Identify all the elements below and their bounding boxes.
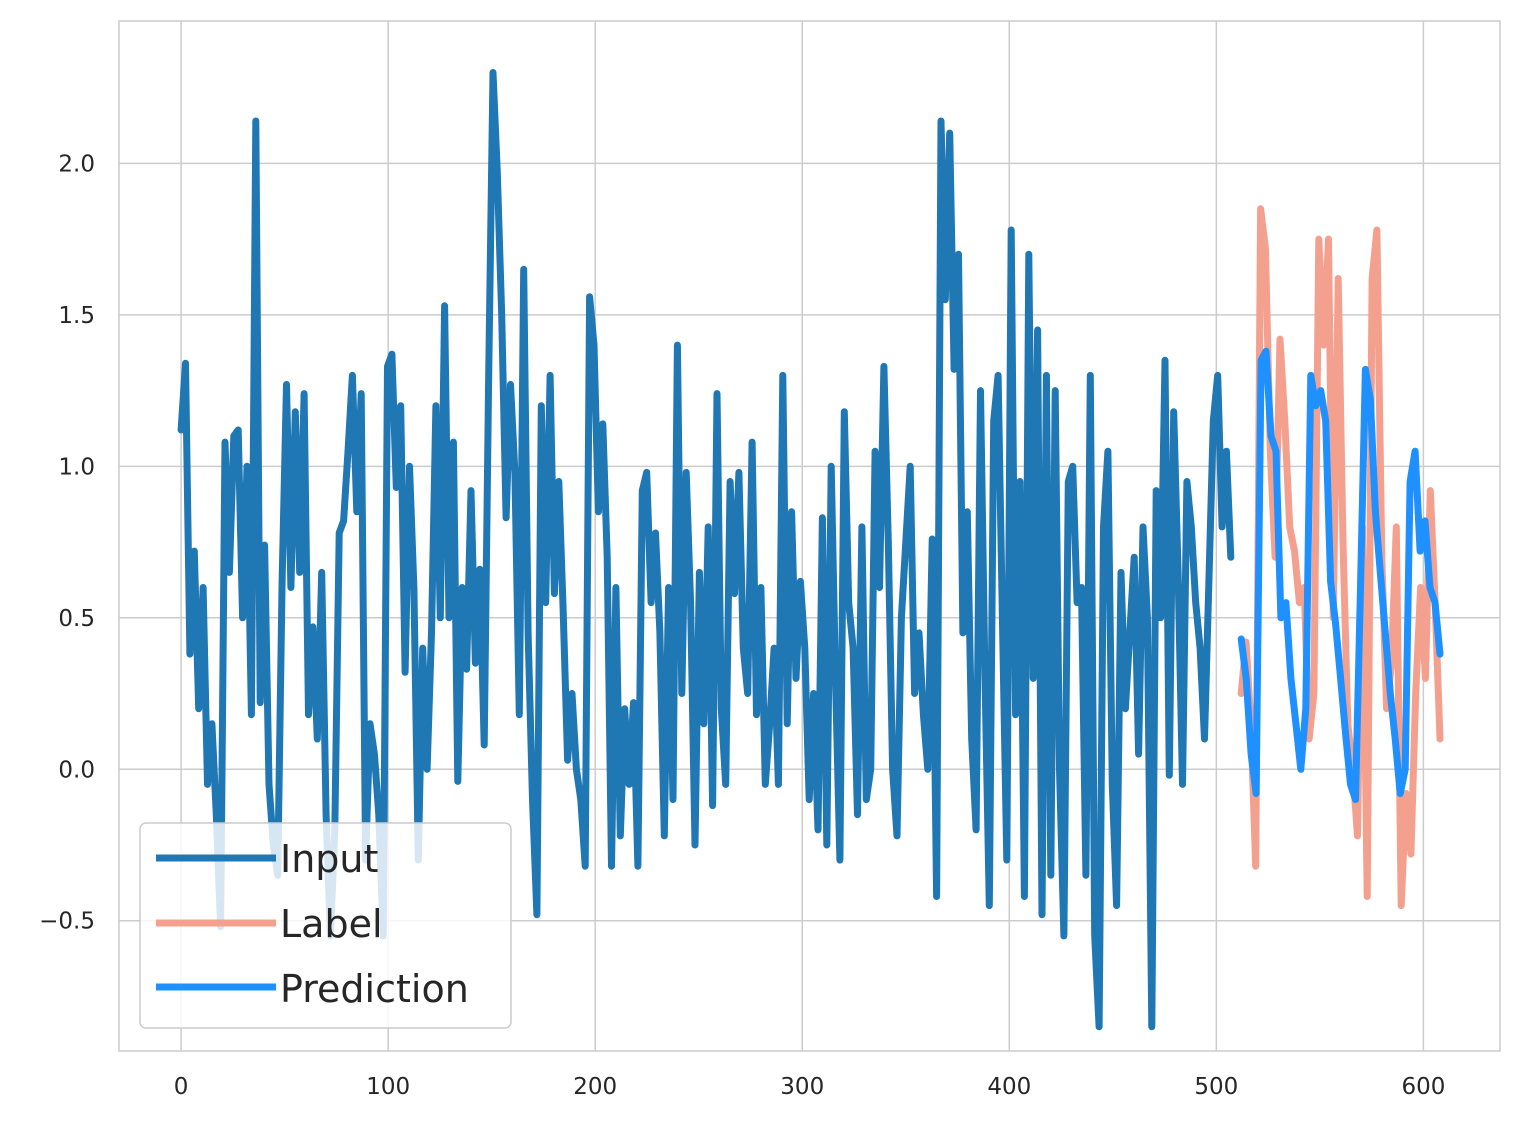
x-tick-label: 400	[987, 1074, 1031, 1100]
x-tick-label: 0	[174, 1074, 189, 1100]
x-tick-label: 300	[780, 1074, 824, 1100]
x-tick-label: 200	[573, 1074, 617, 1100]
y-tick-label: 2.0	[58, 151, 95, 177]
legend-label-label: Label	[280, 902, 383, 946]
legend-box	[139, 822, 512, 1029]
legend: Input Label Prediction	[139, 822, 512, 1029]
y-tick-label: 1.5	[58, 303, 95, 329]
x-tick-label: 500	[1194, 1074, 1238, 1100]
x-tick-label: 100	[366, 1074, 410, 1100]
x-axis: 0 100 200 300 400 500 600	[174, 1074, 1446, 1100]
legend-label-prediction: Prediction	[280, 967, 469, 1011]
y-axis: −0.5 0.0 0.5 1.0 1.5 2.0	[39, 151, 95, 934]
y-tick-label: 0.5	[58, 606, 95, 632]
legend-label-input: Input	[280, 837, 378, 881]
series-line-label	[1237, 205, 1444, 910]
y-tick-label: 1.0	[58, 454, 95, 480]
y-tick-label: 0.0	[58, 757, 95, 783]
y-tick-label: −0.5	[39, 909, 95, 935]
series-line-input	[177, 69, 1235, 1031]
series-line-prediction	[1237, 347, 1444, 804]
x-tick-label: 600	[1401, 1074, 1445, 1100]
series-layer	[177, 69, 1444, 1031]
